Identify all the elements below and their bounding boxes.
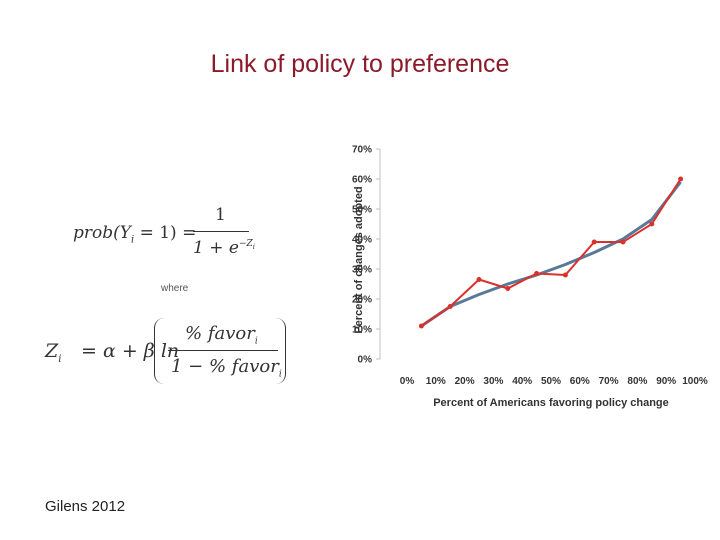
eq1-fraction-bar: [193, 231, 249, 232]
y-tick-label: 10%: [352, 325, 372, 336]
observed-data-point: [678, 176, 684, 182]
eq2-numerator: % favori: [185, 323, 258, 347]
observed-data-point: [620, 239, 626, 245]
x-tick-label: 90%: [656, 376, 676, 387]
y-tick-label: 40%: [352, 235, 372, 246]
y-tick-label: 70%: [352, 145, 372, 156]
y-tick-label: 0%: [358, 355, 373, 366]
x-tick-label: 60%: [570, 376, 590, 387]
eq2-left-paren: [154, 318, 167, 384]
x-axis-title: Percent of Americans favoring policy cha…: [433, 397, 669, 409]
observed-data-point: [649, 221, 655, 227]
policy-adoption-chart: 0% 10% 20% 30% 40% 50% 60% 70% 0% 10% 20% 30% 40% 50%…: [352, 145, 708, 410]
y-tick-label: 50%: [352, 205, 372, 216]
observed-data-point: [447, 304, 453, 309]
y-tick-label: 30%: [352, 265, 372, 276]
observed-data-point: [476, 277, 482, 282]
x-tick-label: 80%: [627, 376, 647, 387]
eq1-lhs: prob(Yi = 1) =: [73, 223, 197, 246]
x-tick-label: 70%: [599, 376, 619, 387]
eq1-denominator: 1 + e−Zi: [193, 238, 255, 258]
observed-series-line: [420, 178, 682, 327]
eq2-right-paren: [273, 318, 286, 384]
eq1-exponent: −Zi: [238, 239, 255, 252]
x-tick-label: 40%: [512, 376, 532, 387]
observed-data-point: [505, 286, 511, 291]
where-label: where: [161, 283, 189, 294]
slide-title: Link of policy to preference: [210, 50, 510, 78]
x-tick-label: 50%: [541, 376, 561, 387]
eq2-fraction-bar: [168, 350, 278, 351]
observed-data-point: [591, 239, 597, 245]
y-tick-label: 60%: [352, 175, 372, 186]
x-tick-label: 10%: [426, 376, 446, 387]
eq1-mid: = 1) =: [134, 223, 197, 243]
observed-data-point: [534, 271, 540, 276]
eq2-denominator: 1 − % favori: [171, 356, 282, 380]
eq2-lhs: Zi: [45, 340, 62, 365]
x-tick-label: 20%: [455, 376, 475, 387]
x-tick-label: 100%: [682, 376, 708, 387]
eq1-lhs-sub: i: [130, 234, 135, 246]
observed-data-point: [562, 272, 568, 278]
logit-equation: prob(Yi = 1) = 1 1 + e−Zi: [73, 205, 258, 265]
citation: Gilens 2012: [45, 498, 126, 515]
y-axis-title: Percent of changes adopted: [353, 186, 365, 333]
x-tick-label: 0%: [400, 376, 415, 387]
z-equation: Zi = α + β ln % favori 1 − % favori: [45, 318, 295, 388]
observed-data-point: [418, 323, 424, 329]
fitted-series-line: [420, 181, 682, 328]
y-tick-label: 20%: [352, 295, 372, 306]
eq1-numerator: 1: [215, 205, 226, 225]
x-tick-label: 30%: [483, 376, 503, 387]
